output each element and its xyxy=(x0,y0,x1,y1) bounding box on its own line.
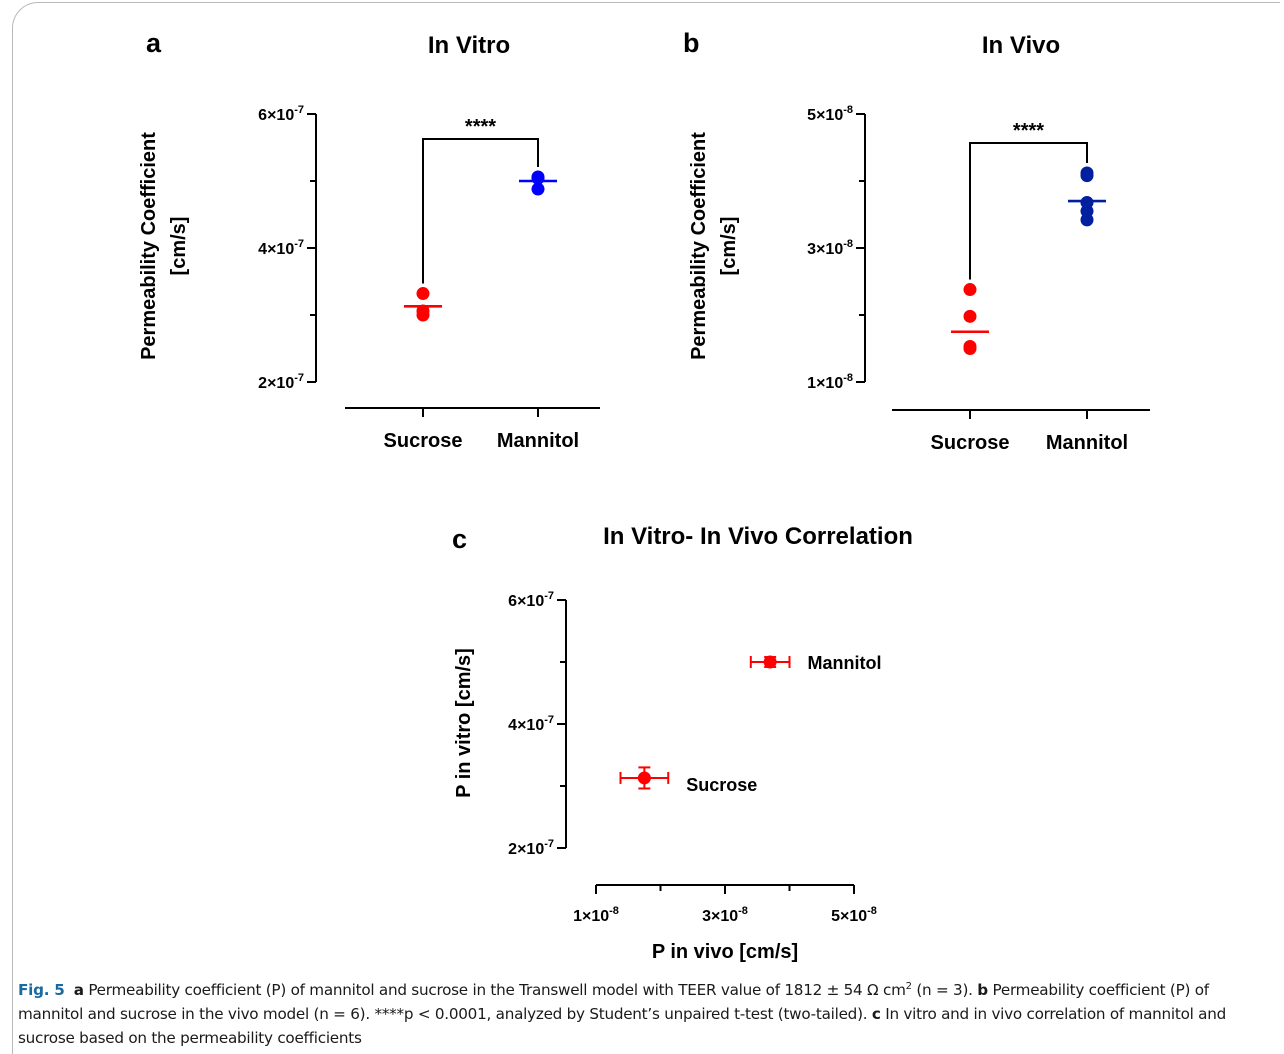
panel-label-b: b xyxy=(683,28,700,58)
chart-b-y-tick-label: 5×10-8 xyxy=(807,104,853,124)
chart-a-x-tick-label: Sucrose xyxy=(384,430,463,452)
chart-a-x-tick-label: Mannitol xyxy=(497,430,579,452)
chart-a-title: In Vitro xyxy=(428,32,510,59)
chart-b-sucrose-point xyxy=(963,309,977,323)
chart-c-title: In Vitro- In Vivo Correlation xyxy=(603,523,913,550)
chart-c-sucrose-label: Sucrose xyxy=(686,775,757,795)
chart-c-xlabel: P in vivo [cm/s] xyxy=(652,941,798,963)
chart-a-plot: 6×10-7 4×10-7 2×10-7 Sucrose Mannitol **** xyxy=(258,104,600,452)
chart-c-x-tick-label: 5×10-8 xyxy=(831,905,877,925)
chart-c-x-tick-label: 3×10-8 xyxy=(702,905,748,925)
caption-c-text: In vitro and in vivo correlation of mann… xyxy=(18,1005,1226,1048)
chart-c-y-tick-label: 2×10-7 xyxy=(508,838,554,858)
chart-c-plot: 6×10-7 4×10-7 2×10-7 1×10-8 3×10-8 5×10-8 Sucr… xyxy=(508,590,881,925)
chart-b-significance-label: **** xyxy=(1013,120,1044,142)
chart-a-y-tick-label: 4×10-7 xyxy=(258,238,304,258)
chart-a-sucrose-point xyxy=(416,304,430,318)
caption-a-text: Permeability coefficient (P) of mannitol… xyxy=(88,981,906,1000)
panel-label-c: c xyxy=(452,524,467,554)
chart-b-significance-bracket xyxy=(969,142,1088,280)
chart-a-sucrose-point xyxy=(416,287,430,301)
chart-b-mannitol-point xyxy=(1080,213,1094,227)
panel-label-a: a xyxy=(146,28,162,58)
chart-c-y-tick-label: 6×10-7 xyxy=(508,590,554,610)
figure-caption: Fig. 5 a Permeability coefficient (P) of… xyxy=(18,975,1268,1050)
chart-b-y-tick-label: 3×10-8 xyxy=(807,238,853,258)
chart-b-mannitol-point xyxy=(1080,169,1094,183)
chart-b-sucrose-point xyxy=(963,342,977,355)
chart-b-ylabel-2: [cm/s] xyxy=(718,217,740,276)
chart-c-sucrose-point xyxy=(637,771,651,785)
chart-a-y-tick-label: 6×10-7 xyxy=(258,104,304,124)
chart-b-x-tick-label: Mannitol xyxy=(1046,432,1128,454)
caption-b-label: b xyxy=(977,981,988,1000)
caption-a-sup: 2 xyxy=(905,981,912,992)
chart-a-ylabel-2: [cm/s] xyxy=(168,217,190,276)
chart-b-plot: 5×10-8 3×10-8 1×10-8 Sucrose Mannitol **** xyxy=(807,104,1150,454)
chart-a-significance-label: **** xyxy=(465,116,496,138)
chart-c-ylabel: P in vitro [cm/s] xyxy=(453,648,475,798)
figure-canvas: a b c In Vitro In Vivo In Vitro- In Vivo… xyxy=(138,28,1150,963)
chart-b-y-tick-label: 1×10-8 xyxy=(807,372,853,392)
chart-b-x-tick-label: Sucrose xyxy=(931,432,1010,454)
chart-b-sucrose-point xyxy=(963,283,977,297)
chart-a-mannitol-point xyxy=(531,171,545,185)
chart-c-mannitol-label: Mannitol xyxy=(808,653,882,673)
caption-a-text2: (n = 3). xyxy=(911,981,978,1000)
chart-c-y-tick-label: 4×10-7 xyxy=(508,714,554,734)
chart-a-y-tick-label: 2×10-7 xyxy=(258,372,304,392)
caption-a-label: a xyxy=(73,981,84,1000)
caption-c-label: c xyxy=(871,1005,881,1024)
caption-b-text: Permeability coefficient (P) of mannitol… xyxy=(18,981,1209,1024)
caption-fig-label: Fig. 5 xyxy=(18,981,65,1000)
chart-b-ylabel-1: Permeability Coefficient xyxy=(688,132,710,360)
chart-b-title: In Vivo xyxy=(982,32,1060,59)
chart-a-significance-bracket xyxy=(422,138,539,284)
chart-a-ylabel-1: Permeability Coefficient xyxy=(138,132,160,360)
figure-border xyxy=(12,2,1280,1054)
chart-c-x-tick-label: 1×10-8 xyxy=(573,905,619,925)
chart-c-mannitol-point xyxy=(763,655,777,669)
chart-a-mannitol-point xyxy=(531,182,545,196)
